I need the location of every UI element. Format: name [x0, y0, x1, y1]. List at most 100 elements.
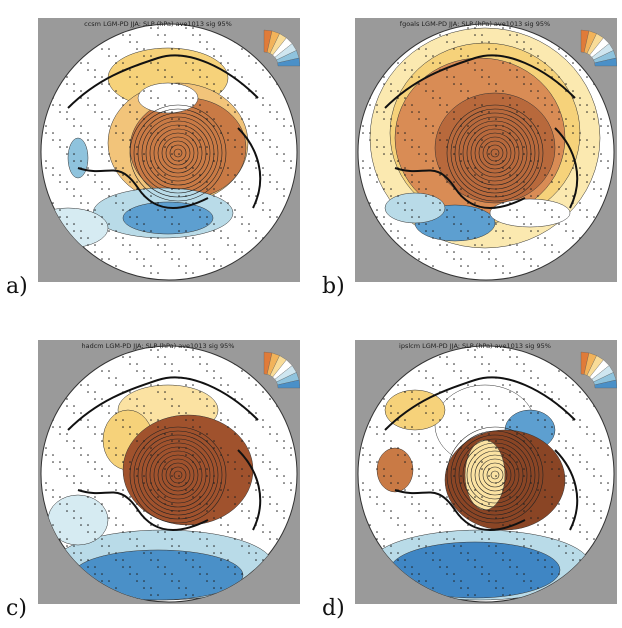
- stipple: [129, 146, 131, 148]
- stipple: [213, 580, 215, 582]
- stipple: [150, 160, 152, 162]
- stipple: [220, 377, 222, 379]
- stipple: [206, 251, 208, 253]
- stipple: [593, 111, 595, 113]
- stipple: [439, 559, 441, 561]
- stipple: [481, 244, 483, 246]
- stipple: [495, 153, 497, 155]
- stipple: [551, 426, 553, 428]
- stipple: [411, 538, 413, 540]
- stipple: [94, 538, 96, 540]
- stipple: [143, 118, 145, 120]
- stipple: [411, 398, 413, 400]
- stipple: [73, 552, 75, 554]
- stipple: [52, 461, 54, 463]
- stipple: [530, 48, 532, 50]
- stipple: [460, 160, 462, 162]
- stipple: [502, 90, 504, 92]
- stipple: [45, 167, 47, 169]
- stipple: [495, 440, 497, 442]
- stipple: [460, 580, 462, 582]
- stipple: [453, 363, 455, 365]
- stipple: [136, 440, 138, 442]
- stipple: [460, 153, 462, 155]
- stipple: [206, 580, 208, 582]
- stipple: [248, 447, 250, 449]
- stipple: [227, 97, 229, 99]
- stipple: [171, 363, 173, 365]
- stipple: [474, 461, 476, 463]
- stipple: [206, 83, 208, 85]
- stipple: [269, 538, 271, 540]
- stipple: [432, 482, 434, 484]
- stipple: [206, 510, 208, 512]
- stipple: [115, 55, 117, 57]
- stipple: [157, 524, 159, 526]
- stipple: [607, 160, 609, 162]
- stipple: [551, 174, 553, 176]
- stipple: [530, 475, 532, 477]
- stipple: [150, 489, 152, 491]
- stipple: [220, 559, 222, 561]
- stipple: [544, 62, 546, 64]
- stipple: [481, 496, 483, 498]
- stipple: [45, 132, 47, 134]
- stipple: [453, 216, 455, 218]
- stipple: [474, 426, 476, 428]
- stipple: [460, 230, 462, 232]
- stipple: [115, 552, 117, 554]
- stipple: [255, 482, 257, 484]
- stipple: [544, 496, 546, 498]
- stipple: [108, 188, 110, 190]
- stipple: [551, 181, 553, 183]
- stipple: [530, 377, 532, 379]
- stipple: [495, 510, 497, 512]
- stipple: [502, 419, 504, 421]
- stipple: [213, 125, 215, 127]
- stipple: [129, 209, 131, 211]
- stipple: [537, 454, 539, 456]
- stipple: [241, 188, 243, 190]
- stipple: [178, 475, 180, 477]
- stipple: [241, 76, 243, 78]
- stipple: [488, 188, 490, 190]
- stipple: [157, 209, 159, 211]
- stipple: [164, 34, 166, 36]
- stipple: [101, 118, 103, 120]
- stipple: [516, 573, 518, 575]
- stipple: [488, 433, 490, 435]
- stipple: [446, 398, 448, 400]
- stipple: [523, 370, 525, 372]
- stipple: [481, 34, 483, 36]
- stipple: [115, 62, 117, 64]
- stipple: [418, 83, 420, 85]
- stipple: [178, 482, 180, 484]
- stipple: [446, 111, 448, 113]
- stipple: [199, 216, 201, 218]
- stipple: [45, 125, 47, 127]
- stipple: [136, 76, 138, 78]
- stipple: [206, 573, 208, 575]
- stipple: [101, 181, 103, 183]
- stipple: [143, 48, 145, 50]
- stipple: [418, 573, 420, 575]
- stipple: [143, 377, 145, 379]
- stipple: [59, 468, 61, 470]
- stipple: [523, 258, 525, 260]
- stipple: [164, 104, 166, 106]
- stipple: [362, 454, 364, 456]
- stipple: [45, 447, 47, 449]
- stipple: [150, 132, 152, 134]
- stipple: [290, 489, 292, 491]
- stipple: [565, 510, 567, 512]
- stipple: [593, 510, 595, 512]
- stipple: [397, 559, 399, 561]
- stipple: [255, 447, 257, 449]
- stipple: [157, 132, 159, 134]
- stipple: [241, 398, 243, 400]
- stipple: [241, 251, 243, 253]
- stipple: [262, 391, 264, 393]
- stipple: [411, 76, 413, 78]
- stipple: [108, 258, 110, 260]
- stipple: [439, 496, 441, 498]
